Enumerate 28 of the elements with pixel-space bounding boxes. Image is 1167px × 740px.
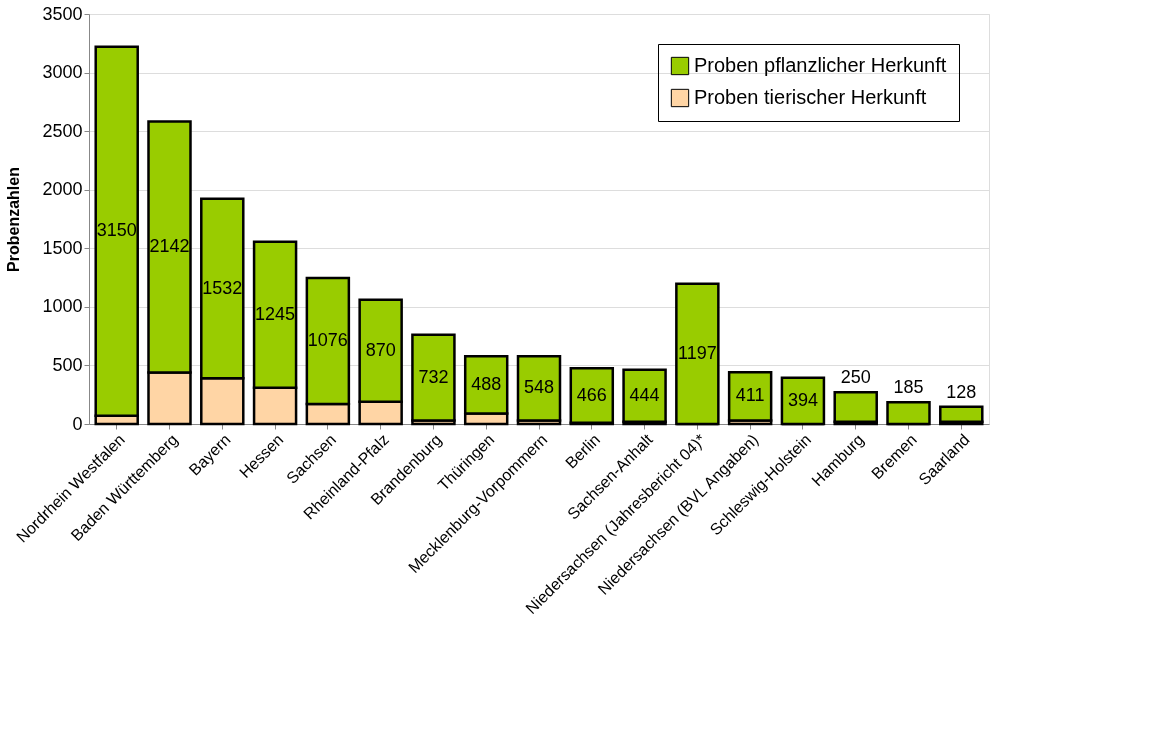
data-label: 3150 [96,220,137,241]
y-tick-label: 2500 [42,120,83,141]
data-label: 128 [946,381,977,402]
data-label: 444 [629,384,660,405]
legend-label: Proben tierischer Herkunft [694,86,927,108]
data-label: 1197 [678,342,717,363]
y-tick-label: 1000 [42,296,83,317]
data-label: 466 [576,384,607,405]
data-label: 250 [840,367,871,388]
data-label: 1076 [307,330,348,351]
y-tick-label: 3000 [42,62,83,83]
y-tick-label: 1500 [42,237,83,258]
data-label: 732 [418,366,449,387]
y-tick-label: 0 [72,413,83,434]
y-tick-label: 500 [52,354,83,375]
data-label: 1532 [202,277,243,298]
y-tick-label: 3500 [42,3,83,24]
data-label: 1245 [255,303,296,324]
data-label: 185 [893,377,924,398]
data-label: 2142 [149,236,190,256]
data-label: 394 [787,389,818,410]
data-label: 548 [523,377,555,398]
legend-label: Proben pflanzlicher Herkunft [694,54,947,76]
data-label: 870 [365,339,396,360]
y-axis-title: Probenzahlen [5,167,23,272]
y-tick-label: 2000 [42,179,83,200]
data-label: 411 [735,385,765,406]
data-label: 488 [471,373,502,394]
